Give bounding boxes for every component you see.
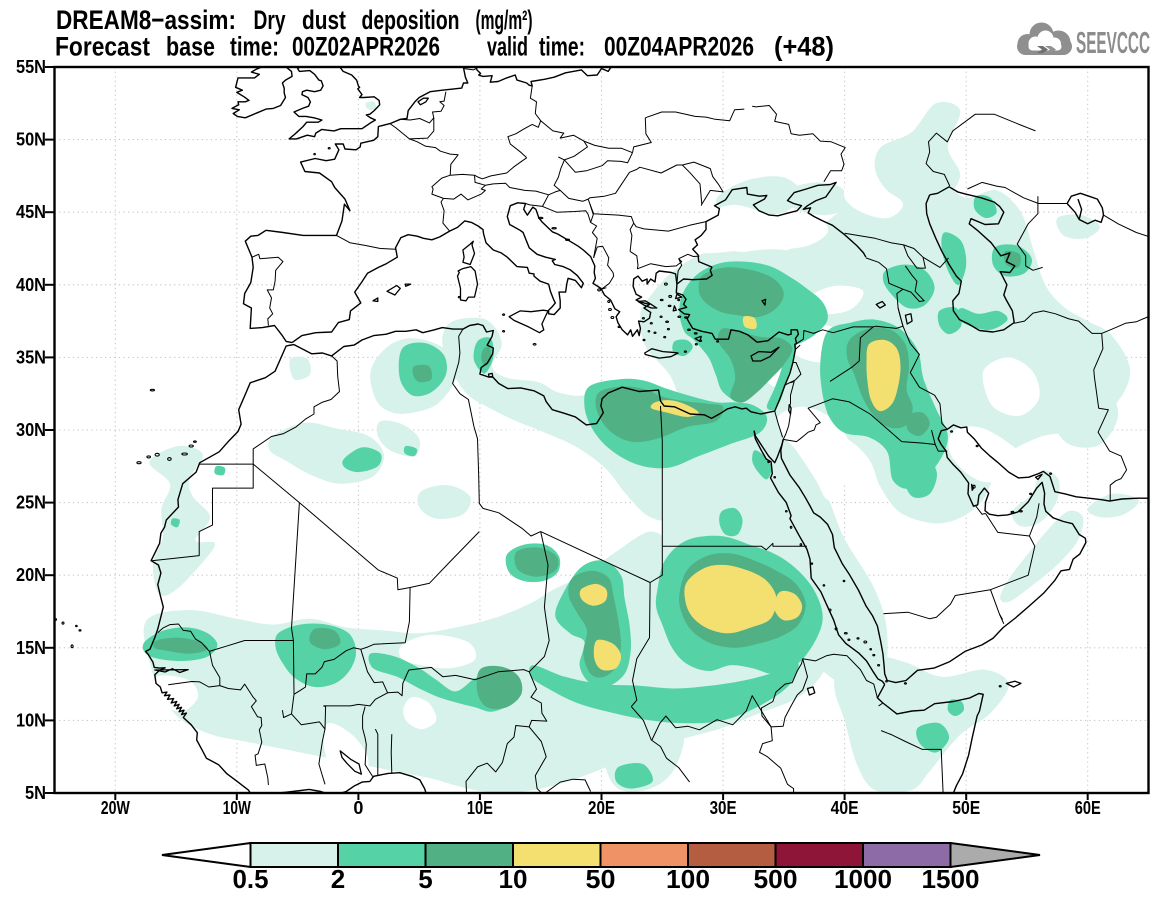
svg-text:5: 5 xyxy=(418,864,432,894)
svg-text:SEEVCCC: SEEVCCC xyxy=(1076,25,1150,60)
svg-text:2: 2 xyxy=(331,864,345,894)
svg-text:1000: 1000 xyxy=(834,864,892,894)
svg-text:10: 10 xyxy=(499,864,528,894)
svg-text:40E: 40E xyxy=(831,798,859,818)
svg-text:20N: 20N xyxy=(16,565,46,585)
svg-text:55N: 55N xyxy=(16,57,46,77)
svg-text:50: 50 xyxy=(586,864,616,894)
svg-text:20E: 20E xyxy=(588,798,615,818)
svg-text:00Z04APR2026: 00Z04APR2026 xyxy=(604,32,754,62)
svg-text:00Z02APR2026: 00Z02APR2026 xyxy=(292,32,440,62)
svg-text:45N: 45N xyxy=(16,202,46,222)
svg-text:20W: 20W xyxy=(101,798,130,818)
svg-text:dust: dust xyxy=(302,5,346,35)
svg-text:(+48): (+48) xyxy=(774,32,834,62)
svg-text:50N: 50N xyxy=(16,130,46,150)
svg-text:100: 100 xyxy=(666,864,710,894)
svg-text:10E: 10E xyxy=(467,798,493,818)
svg-text:5N: 5N xyxy=(25,783,46,803)
svg-text:25N: 25N xyxy=(16,493,46,513)
svg-text:valid: valid xyxy=(487,32,528,62)
svg-text:Forecast: Forecast xyxy=(55,32,150,62)
svg-text:time:: time: xyxy=(230,32,279,62)
svg-text:30N: 30N xyxy=(16,420,46,440)
svg-text:(mg/m²): (mg/m²) xyxy=(476,5,533,35)
svg-text:DREAM8−assim:: DREAM8−assim: xyxy=(56,5,236,35)
svg-text:base: base xyxy=(166,32,215,62)
svg-text:30E: 30E xyxy=(710,798,737,818)
svg-text:60E: 60E xyxy=(1075,798,1101,818)
svg-text:Dry: Dry xyxy=(254,5,286,35)
svg-text:40N: 40N xyxy=(16,275,46,295)
svg-text:10W: 10W xyxy=(223,798,251,818)
svg-text:35N: 35N xyxy=(16,347,46,367)
svg-text:0: 0 xyxy=(353,798,363,818)
svg-text:50E: 50E xyxy=(952,798,980,818)
svg-text:10N: 10N xyxy=(16,710,46,730)
svg-text:time:: time: xyxy=(539,32,585,62)
svg-text:deposition: deposition xyxy=(362,5,460,35)
svg-text:1500: 1500 xyxy=(922,864,980,894)
svg-text:500: 500 xyxy=(754,864,798,894)
svg-text:0.5: 0.5 xyxy=(233,864,269,894)
svg-text:15N: 15N xyxy=(16,638,46,658)
